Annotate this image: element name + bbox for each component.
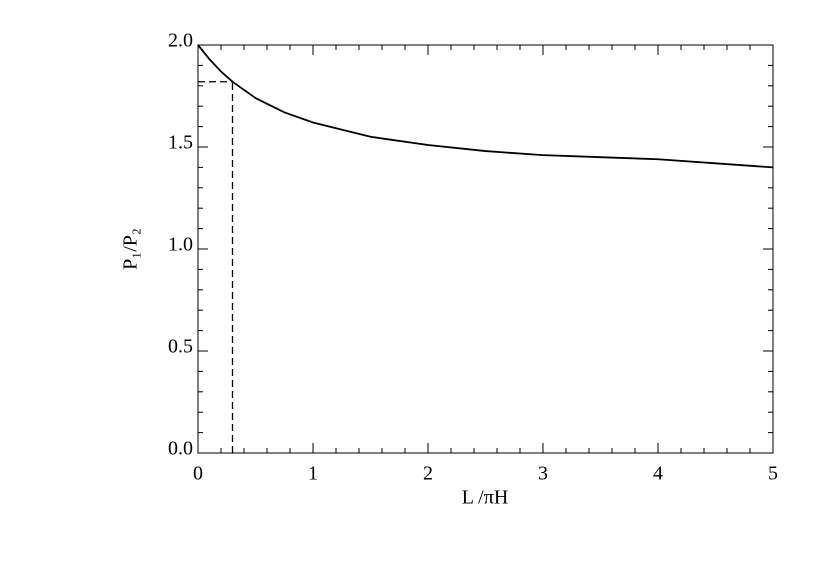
y-axis-label: P₁/P₂: [120, 228, 142, 270]
x-tick-label: 0: [193, 463, 203, 485]
y-tick-label: 1.5: [168, 132, 193, 154]
y-tick-label: 0.5: [168, 336, 193, 358]
y-tick-label: 1.0: [168, 234, 193, 256]
series-line: [197, 44, 774, 169]
y-tick-label: 2.0: [168, 30, 193, 52]
x-tick-label: 5: [768, 463, 778, 485]
plot-frame: [197, 44, 774, 454]
x-tick-label: 3: [538, 463, 548, 485]
x-tick-label: 1: [308, 463, 318, 485]
x-tick-label: 2: [423, 463, 433, 485]
x-tick-label: 4: [653, 463, 663, 485]
x-axis-label: L /πH: [462, 487, 509, 509]
y-tick-label: 0.0: [168, 438, 193, 460]
